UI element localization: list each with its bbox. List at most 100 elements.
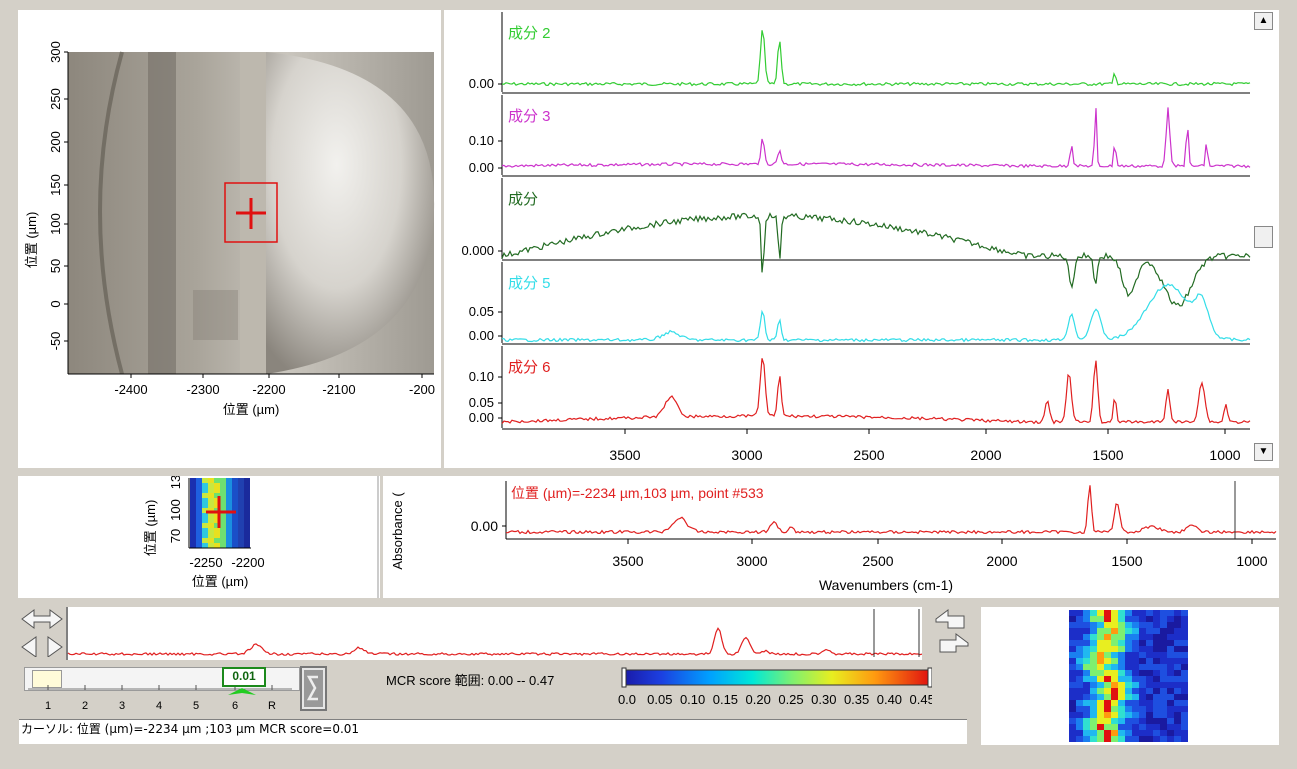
image-y-tick: 0 <box>48 300 63 307</box>
component-y-tick: 0.00 <box>469 160 494 175</box>
component-x-tick: 1500 <box>1092 447 1123 463</box>
sample-image[interactable] <box>68 51 435 375</box>
image-y-label: 位置 (µm) <box>24 212 39 269</box>
component-plot-1[interactable]: 0.00 成分 2 <box>469 12 1251 94</box>
mini-map-y-tick: 100 <box>168 499 183 521</box>
slider-selected-swatch <box>32 670 62 688</box>
slider-tick-label: R <box>268 700 276 712</box>
cursor-spectrum-panel: 0.00 Absorbance ( 位置 (µm)=-2234 µm,103 µm,… <box>383 476 1279 598</box>
scale-label: 0.20 <box>746 692 771 707</box>
component-plot-4[interactable]: 0.05 0.00 成分 5 <box>469 262 1251 345</box>
mini-map-y-tick: 70 <box>168 529 183 543</box>
color-scale: 0.0 0.05 0.10 0.15 0.20 0.25 0.30 0.35 0.40 0.45 <box>618 667 932 707</box>
component-spectrum-line <box>501 358 1251 425</box>
component-y-tick: 0.05 <box>469 304 494 319</box>
component-name: 成分 5 <box>508 275 551 292</box>
slider-tick-label: 4 <box>156 700 162 712</box>
mcr-score-range: MCR score 範囲: 0.00 -- 0.47 <box>386 673 555 688</box>
scroll-up-button[interactable]: ▲ <box>1254 12 1273 30</box>
scale-label: 0.35 <box>844 692 869 707</box>
cursor-marker[interactable] <box>224 182 278 243</box>
score-trace-line <box>67 627 922 656</box>
component-name: 成分 <box>508 191 538 208</box>
spectrum-title: 位置 (µm)=-2234 µm,103 µm, point #533 <box>511 485 764 501</box>
scroll-down-button[interactable]: ▼ <box>1254 443 1273 461</box>
mini-map-x-tick: -2250 <box>189 555 222 570</box>
score-trace-svg[interactable] <box>66 607 922 660</box>
sum-button[interactable] <box>300 666 327 711</box>
slider-tick-label: 2 <box>82 700 88 712</box>
component-x-tick: 1000 <box>1209 447 1240 463</box>
status-bar: カーソル: 位置 (µm)=-2234 µm ;103 µm MCR score… <box>19 719 967 744</box>
component-spectrum-line <box>501 212 1251 307</box>
mini-map-svg: 70 100 13 -2250 -2200 位置 (µm) 位置 (µm) <box>143 476 379 598</box>
spectrum-x-tick: 3000 <box>736 553 767 569</box>
image-y-tick: 250 <box>48 88 63 110</box>
component-spectrum-line <box>501 30 1251 87</box>
component-y-tick: 0.00 <box>469 76 494 91</box>
image-y-tick: 100 <box>48 213 63 235</box>
component-name: 成分 3 <box>508 108 551 125</box>
image-y-tick: 150 <box>48 174 63 196</box>
mini-map-panel: 70 100 13 -2250 -2200 位置 (µm) 位置 (µm) <box>18 476 380 598</box>
score-trace-panel <box>66 607 922 660</box>
spectrum-line[interactable] <box>505 485 1277 535</box>
sigma-icon <box>304 670 323 707</box>
image-y-ticks: 300 250 200 150 100 50 0 -50 <box>48 41 68 350</box>
cursor-spectrum-svg: 0.00 Absorbance ( 位置 (µm)=-2234 µm,103 µm,… <box>390 481 1277 593</box>
spectrum-x-tick: 1500 <box>1111 553 1142 569</box>
spectrum-y-tick: 0.00 <box>471 518 498 534</box>
component-y-tick: 0.05 <box>469 395 494 410</box>
spectrum-x-tick: 2000 <box>986 553 1017 569</box>
score-map-panel <box>981 607 1279 745</box>
slider-tick-label: 3 <box>119 700 125 712</box>
component-plot-3[interactable]: 0.000 成分 <box>461 178 1251 307</box>
component-y-tick: 0.000 <box>461 243 494 258</box>
component-x-axis: 3500 3000 2500 2000 1500 1000 <box>609 429 1241 463</box>
spectrum-x-label: Wavenumbers (cm-1) <box>819 577 953 593</box>
mini-map-image[interactable] <box>190 478 250 548</box>
scale-label: 0.10 <box>680 692 705 707</box>
image-y-tick: 200 <box>48 131 63 153</box>
status-text: カーソル: 位置 (µm)=-2234 µm ;103 µm MCR score… <box>21 722 360 736</box>
component-x-tick: 3500 <box>609 447 640 463</box>
mini-map-y-label: 位置 (µm) <box>143 500 158 557</box>
image-x-ticks: -2400 -2300 -2200 -2100 -200 <box>114 374 435 397</box>
spectrum-y-label: Absorbance ( <box>390 492 405 570</box>
scale-label: 0.30 <box>811 692 836 707</box>
image-panel: 300 250 200 150 100 50 0 -50 -2400 -2300 -2200 -21… <box>18 10 441 468</box>
slider-tick-label: 5 <box>193 700 199 712</box>
image-y-tick: 50 <box>48 259 63 273</box>
slider-tick-label: 1 <box>45 700 51 712</box>
image-x-tick: -2100 <box>322 382 355 397</box>
component-slider[interactable]: 1 2 3 4 5 6 R 0.01 <box>22 667 300 712</box>
image-x-tick: -2400 <box>114 382 147 397</box>
component-plot-5[interactable]: 0.10 0.050.00 成分 6 <box>469 346 1251 430</box>
scale-label: 0.0 <box>618 692 636 707</box>
component-plot-2[interactable]: 0.10 0.00 成分 3 <box>469 95 1251 177</box>
scale-label: 0.40 <box>877 692 902 707</box>
spectrum-x-tick: 2500 <box>862 553 893 569</box>
score-heatmap[interactable] <box>981 607 1279 745</box>
spectrum-x-tick: 3500 <box>612 553 643 569</box>
slider-thumb-icon[interactable] <box>222 687 262 701</box>
image-x-tick: -200 <box>409 382 435 397</box>
component-name: 成分 2 <box>508 25 551 42</box>
scale-label: 0.05 <box>647 692 672 707</box>
component-x-tick: 2500 <box>853 447 884 463</box>
zoom-expand-icon[interactable] <box>18 607 66 657</box>
component-name: 成分 6 <box>508 359 551 376</box>
spectrum-x-tick: 1000 <box>1236 553 1267 569</box>
zoom-shrink-icon[interactable] <box>928 607 976 657</box>
slider-value-box: 0.01 <box>222 667 266 687</box>
image-y-tick: 300 <box>48 41 63 63</box>
mini-map-x-tick: -2200 <box>231 555 264 570</box>
image-x-tick: -2200 <box>252 382 285 397</box>
scroll-thumb[interactable] <box>1254 226 1273 248</box>
scale-label: 0.45 <box>910 692 932 707</box>
image-x-tick: -2300 <box>186 382 219 397</box>
mini-map-x-label: 位置 (µm) <box>192 574 249 589</box>
mini-map-y-tick: 13 <box>168 476 183 489</box>
component-x-tick: 2000 <box>970 447 1001 463</box>
